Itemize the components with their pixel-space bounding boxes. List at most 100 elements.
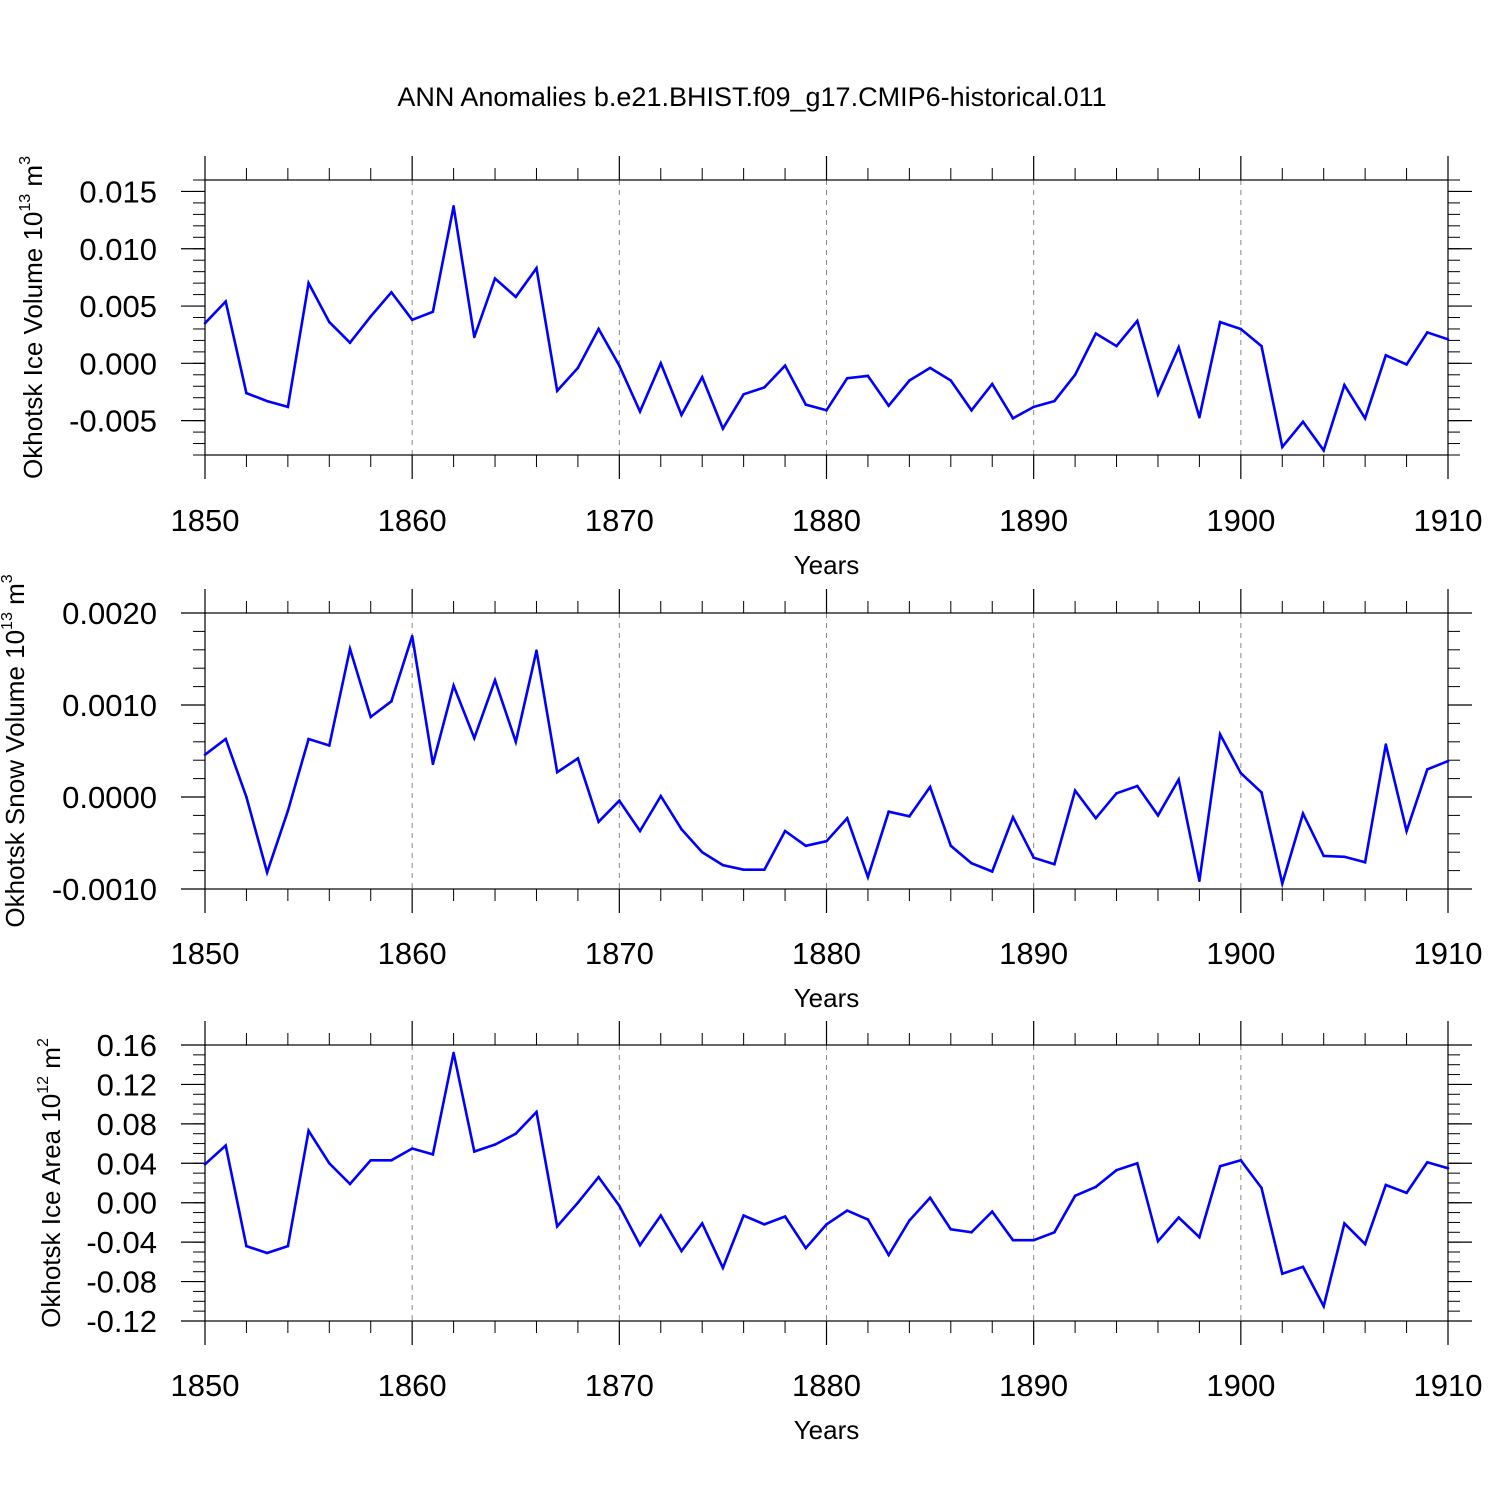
chart-2-point-1875 [721, 863, 725, 867]
chart-3-point-1885 [928, 1196, 932, 1200]
chart-3-point-1897 [1177, 1216, 1180, 1219]
chart-3-ytick-label-1: 0.12 [97, 1067, 157, 1102]
chart-3-point-1900 [1239, 1159, 1243, 1162]
chart-3-point-1857 [348, 1182, 352, 1186]
chart-3-ylabel-text: Okhotsk Ice Area 10 [36, 1094, 66, 1328]
chart-3-point-1861 [431, 1153, 435, 1156]
chart-1-point-1907 [1384, 354, 1388, 357]
chart-1-point-1888 [990, 382, 994, 386]
chart-1-point-1880 [825, 409, 828, 412]
chart-1-point-1885 [928, 366, 932, 370]
chart-2-xtick-label-4: 1890 [999, 936, 1068, 971]
chart-2-point-1863 [473, 736, 476, 740]
chart-3-point-1878 [783, 1215, 787, 1218]
chart-1-xtick-label-1: 1860 [378, 503, 447, 538]
chart-2-point-1884 [908, 815, 911, 818]
chart-2-point-1857 [348, 647, 352, 651]
chart-3-point-1906 [1363, 1242, 1367, 1246]
chart-3-point-1856 [328, 1161, 331, 1165]
chart-2-point-1899 [1218, 733, 1222, 736]
chart-2-ytick-label-2: 0.0000 [62, 780, 157, 815]
figure-title: ANN Anomalies b.e21.BHIST.f09_g17.CMIP6-… [397, 82, 1106, 112]
chart-2-point-1893 [1094, 816, 1098, 820]
chart-1-xtick-label-5: 1900 [1206, 503, 1275, 538]
chart-2-xtick-label-0: 1850 [171, 936, 240, 971]
chart-1-point-1852 [245, 391, 248, 395]
chart-3-point-1863 [473, 1150, 476, 1153]
chart-2-xtick-label-3: 1880 [792, 936, 861, 971]
chart-3-point-1886 [949, 1228, 953, 1231]
chart-2-ylabel-unit: m [0, 583, 30, 612]
chart-3-point-1882 [866, 1218, 870, 1221]
chart-3-point-1880 [825, 1223, 828, 1226]
chart-1-point-1869 [597, 327, 600, 331]
chart-3-point-1905 [1343, 1222, 1346, 1225]
chart-1-ylabel-exponent: 13 [17, 194, 34, 212]
chart-1-point-1857 [348, 341, 352, 345]
chart-1-point-1863 [473, 335, 476, 339]
chart-3-point-1864 [493, 1143, 497, 1146]
chart-2-point-1885 [928, 785, 932, 789]
chart-2-point-1894 [1115, 792, 1118, 795]
chart-3-point-1859 [390, 1159, 393, 1162]
chart-3-point-1891 [1053, 1230, 1056, 1234]
chart-1-point-1854 [286, 405, 290, 409]
chart-1-xlabel: Years [794, 550, 860, 580]
chart-1-xtick-label-3: 1880 [792, 503, 861, 538]
chart-3-point-1901 [1260, 1186, 1263, 1190]
chart-1-point-1906 [1363, 417, 1367, 420]
chart-1-point-1862 [452, 205, 455, 208]
chart-2-ylabel-unit-exponent: 3 [0, 574, 16, 583]
chart-1-xtick-label-4: 1890 [999, 503, 1068, 538]
chart-3-ytick-label-2: 0.08 [97, 1107, 157, 1142]
chart-1-point-1900 [1239, 327, 1243, 331]
chart-1-point-1865 [514, 295, 518, 299]
chart-3-point-1909 [1425, 1161, 1429, 1164]
chart-1-point-1901 [1260, 344, 1263, 348]
panel-ice-area: 0.16 0.12 0.08 0.04 0.00 -0.04 -0.08 -0.12 1850 1… [35, 1021, 1482, 1445]
chart-2-point-1850 [203, 753, 207, 756]
chart-2-point-1907 [1384, 743, 1388, 746]
chart-3-point-1889 [1011, 1238, 1015, 1242]
chart-2-point-1910 [1446, 759, 1450, 763]
chart-3-point-1877 [763, 1223, 766, 1226]
chart-2-point-1856 [328, 744, 331, 747]
chart-3-point-1876 [742, 1214, 745, 1217]
chart-1-point-1889 [1011, 417, 1015, 420]
chart-2-point-1892 [1073, 789, 1077, 792]
chart-2-point-1866 [535, 649, 538, 653]
chart-1-point-1867 [555, 389, 559, 393]
chart-3-point-1867 [555, 1225, 559, 1228]
chart-1-point-1868 [576, 366, 580, 370]
chart-3-point-1858 [369, 1159, 373, 1162]
chart-1-point-1886 [949, 379, 953, 382]
chart-2-point-1874 [700, 850, 704, 854]
chart-1-point-1850 [203, 321, 207, 325]
chart-2-point-1878 [783, 829, 787, 833]
chart-1-point-1884 [908, 379, 911, 382]
chart-1-point-1899 [1218, 320, 1222, 324]
chart-2-point-1889 [1011, 815, 1015, 819]
chart-2-point-1851 [224, 737, 228, 741]
chart-3-point-1894 [1115, 1168, 1118, 1172]
chart-2-point-1858 [369, 715, 373, 719]
chart-2-xtick-label-5: 1900 [1206, 936, 1275, 971]
chart-2-point-1886 [949, 844, 953, 848]
chart-1-point-1910 [1446, 337, 1450, 341]
chart-3-xtick-label-5: 1900 [1206, 1368, 1275, 1403]
panel-ice-volume: 0.015 0.010 0.005 0.000 -0.005 1850 1860 1870 18… [17, 156, 1482, 580]
chart-2-ytick-label-0: 0.0020 [62, 596, 157, 631]
chart-3-point-1852 [245, 1244, 248, 1248]
chart-3-point-1854 [286, 1244, 290, 1248]
chart-3-point-1860 [410, 1147, 414, 1150]
chart-2-point-1877 [763, 868, 766, 871]
chart-1-point-1855 [307, 281, 310, 285]
chart-2-point-1864 [493, 678, 497, 682]
chart-1-point-1853 [265, 399, 269, 403]
chart-2-point-1867 [555, 770, 559, 774]
chart-2-point-1854 [286, 809, 290, 813]
chart-1-point-1860 [410, 318, 414, 322]
chart-1-point-1903 [1301, 420, 1305, 424]
chart-1-point-1882 [866, 374, 870, 378]
chart-1-ytick-label-2: 0.005 [79, 289, 157, 324]
